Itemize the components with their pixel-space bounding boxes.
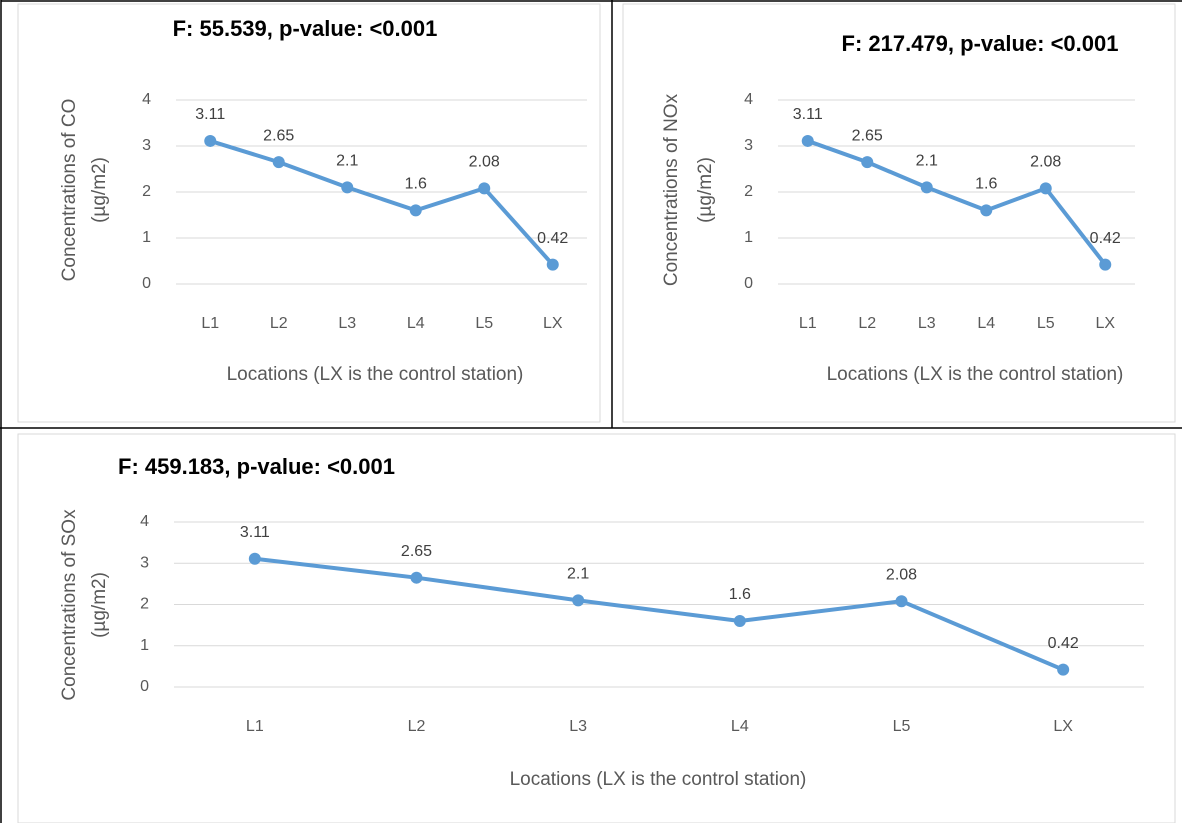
data-label: 2.65 <box>852 127 883 144</box>
data-label: 2.65 <box>401 543 432 560</box>
x-axis-label: Locations (LX is the control station) <box>510 769 807 790</box>
y-tick-label: 3 <box>142 137 151 154</box>
y-tick-label: 1 <box>140 637 149 654</box>
data-point <box>572 594 585 607</box>
panel-frame <box>622 3 1176 423</box>
x-axis-label: Locations (LX is the control station) <box>227 364 524 385</box>
y-tick-label: 1 <box>142 229 151 246</box>
x-tick-label: LX <box>1095 315 1115 332</box>
y-axis-label: Concentrations of NOx <box>661 93 682 286</box>
data-point <box>478 182 491 195</box>
data-point <box>895 595 908 608</box>
y-axis-label: (µg/m2) <box>89 572 110 638</box>
y-tick-label: 0 <box>140 678 149 695</box>
x-tick-label: L1 <box>201 315 219 332</box>
data-label: 2.65 <box>263 127 294 144</box>
data-label: 1.6 <box>405 176 427 193</box>
y-tick-label: 4 <box>744 91 753 108</box>
data-label: 2.08 <box>886 566 917 583</box>
y-tick-label: 3 <box>744 137 753 154</box>
data-label: 2.1 <box>336 153 358 170</box>
data-point <box>546 258 559 271</box>
series-line <box>209 139 555 267</box>
y-axis-label: Concentrations of CO <box>59 99 80 282</box>
data-point <box>204 134 217 147</box>
x-tick-label: L5 <box>475 315 493 332</box>
data-point <box>248 552 261 565</box>
x-tick-label: L5 <box>1037 315 1055 332</box>
x-tick-label: L1 <box>799 315 817 332</box>
x-tick-label: L3 <box>918 315 936 332</box>
data-point <box>409 204 422 217</box>
panel-frame <box>17 433 1176 823</box>
data-label: 3.11 <box>793 106 823 123</box>
chart-title: F: 55.539, p-value: <0.001 <box>173 16 438 41</box>
data-point <box>1039 182 1052 195</box>
chart-title: F: 217.479, p-value: <0.001 <box>842 31 1119 56</box>
x-tick-label: L4 <box>407 315 425 332</box>
data-label: 2.08 <box>1030 154 1061 171</box>
y-tick-label: 4 <box>140 513 149 530</box>
data-point <box>272 156 285 169</box>
y-tick-label: 3 <box>140 554 149 571</box>
data-label: 1.6 <box>975 176 997 193</box>
chart-title: F: 459.183, p-value: <0.001 <box>118 454 395 479</box>
y-axis-label: (µg/m2) <box>89 157 110 223</box>
y-axis-label: Concentrations of SOx <box>59 509 80 701</box>
data-point <box>341 181 354 194</box>
x-tick-label: L4 <box>977 315 995 332</box>
x-tick-label: L3 <box>569 718 587 735</box>
y-tick-label: 1 <box>744 229 753 246</box>
y-tick-label: 2 <box>142 183 151 200</box>
x-tick-label: L5 <box>893 718 911 735</box>
data-point <box>410 571 423 584</box>
data-label: 2.1 <box>567 566 589 583</box>
series-line <box>807 139 1107 266</box>
data-label: 0.42 <box>1048 635 1079 652</box>
x-tick-label: L1 <box>246 718 264 735</box>
data-label: 3.11 <box>240 524 270 541</box>
data-label: 2.08 <box>469 154 500 171</box>
data-point <box>920 181 933 194</box>
panel-frame <box>17 3 601 423</box>
data-point <box>980 204 993 217</box>
data-point <box>861 156 874 169</box>
data-point <box>733 615 746 627</box>
y-tick-label: 2 <box>744 183 753 200</box>
x-tick-label: L2 <box>858 315 876 332</box>
data-point <box>801 134 814 147</box>
y-tick-label: 4 <box>142 91 151 108</box>
data-label: 0.42 <box>537 230 568 247</box>
y-tick-label: 0 <box>744 275 753 292</box>
x-tick-label: L4 <box>731 718 749 735</box>
data-point <box>1057 663 1070 676</box>
data-label: 0.42 <box>1090 230 1121 247</box>
data-label: 2.1 <box>916 153 938 170</box>
x-tick-label: L2 <box>270 315 288 332</box>
y-tick-label: 2 <box>140 596 149 613</box>
series-line <box>254 556 1064 672</box>
x-tick-label: L3 <box>338 315 356 332</box>
x-tick-label: LX <box>1053 718 1073 735</box>
y-axis-label: (µg/m2) <box>695 157 716 223</box>
data-label: 3.11 <box>195 106 225 123</box>
x-axis-label: Locations (LX is the control station) <box>827 364 1124 385</box>
x-tick-label: L2 <box>408 718 426 735</box>
data-label: 1.6 <box>729 586 751 603</box>
data-point <box>1099 258 1112 271</box>
x-tick-label: LX <box>543 315 563 332</box>
y-tick-label: 0 <box>142 275 151 292</box>
